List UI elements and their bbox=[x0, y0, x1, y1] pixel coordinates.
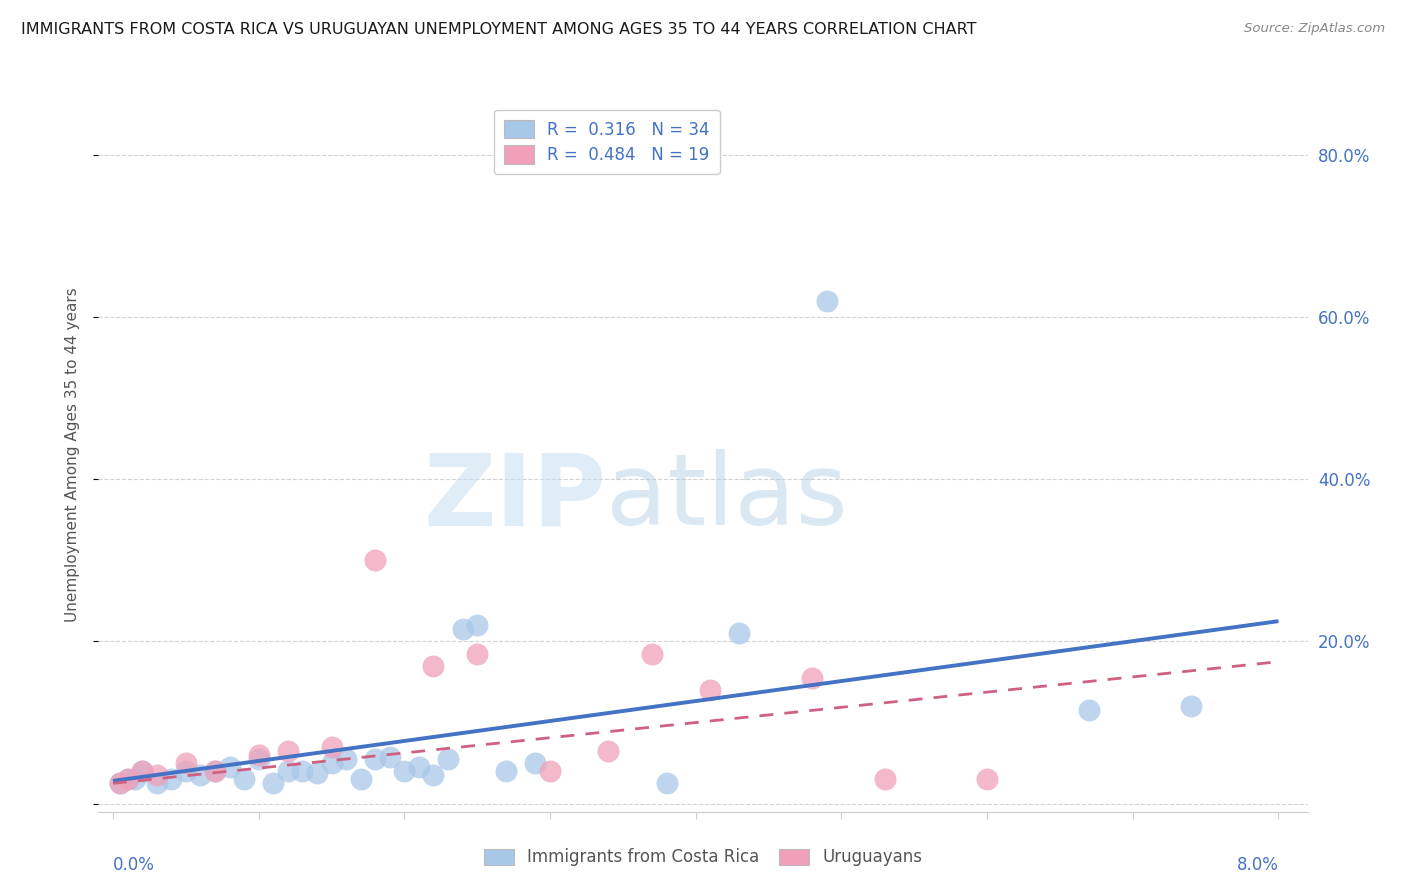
Text: ZIP: ZIP bbox=[423, 450, 606, 546]
Point bbox=[218, 760, 240, 774]
Point bbox=[277, 744, 299, 758]
Point bbox=[190, 768, 212, 782]
Point bbox=[422, 768, 444, 782]
Text: 8.0%: 8.0% bbox=[1236, 856, 1278, 874]
Point bbox=[976, 772, 998, 787]
Point bbox=[364, 752, 387, 766]
Point bbox=[321, 739, 343, 754]
Text: atlas: atlas bbox=[606, 450, 848, 546]
Point bbox=[655, 776, 678, 790]
Point bbox=[247, 752, 270, 766]
Point bbox=[364, 553, 387, 567]
Point bbox=[145, 776, 167, 790]
Point bbox=[204, 764, 226, 779]
Point bbox=[524, 756, 547, 770]
Point bbox=[699, 683, 721, 698]
Point bbox=[538, 764, 561, 779]
Point bbox=[305, 765, 328, 780]
Point bbox=[495, 764, 517, 779]
Point bbox=[422, 658, 444, 673]
Point bbox=[124, 772, 146, 787]
Point bbox=[641, 647, 664, 661]
Point bbox=[815, 293, 838, 308]
Point bbox=[131, 764, 153, 779]
Point bbox=[204, 764, 226, 779]
Point bbox=[160, 772, 183, 787]
Point bbox=[117, 772, 139, 787]
Point bbox=[117, 772, 139, 787]
Point bbox=[394, 764, 416, 779]
Point bbox=[408, 760, 430, 774]
Point bbox=[875, 772, 897, 787]
Point bbox=[350, 772, 373, 787]
Point bbox=[465, 618, 488, 632]
Point bbox=[131, 764, 153, 779]
Point bbox=[1180, 699, 1202, 714]
Text: Source: ZipAtlas.com: Source: ZipAtlas.com bbox=[1244, 22, 1385, 36]
Point bbox=[335, 752, 357, 766]
Point bbox=[598, 744, 620, 758]
Point bbox=[1078, 703, 1101, 717]
Point bbox=[291, 764, 314, 779]
Point bbox=[437, 752, 460, 766]
Point bbox=[262, 776, 284, 790]
Point bbox=[801, 671, 824, 685]
Y-axis label: Unemployment Among Ages 35 to 44 years: Unemployment Among Ages 35 to 44 years bbox=[65, 287, 80, 623]
Point bbox=[728, 626, 751, 640]
Point bbox=[174, 764, 197, 779]
Point bbox=[378, 749, 401, 764]
Point bbox=[321, 756, 343, 770]
Point bbox=[145, 768, 167, 782]
Text: IMMIGRANTS FROM COSTA RICA VS URUGUAYAN UNEMPLOYMENT AMONG AGES 35 TO 44 YEARS C: IMMIGRANTS FROM COSTA RICA VS URUGUAYAN … bbox=[21, 22, 977, 37]
Legend: Immigrants from Costa Rica, Uruguayans: Immigrants from Costa Rica, Uruguayans bbox=[475, 840, 931, 875]
Text: 0.0%: 0.0% bbox=[112, 856, 155, 874]
Point bbox=[451, 622, 474, 636]
Point bbox=[110, 776, 132, 790]
Point bbox=[465, 647, 488, 661]
Point bbox=[277, 764, 299, 779]
Point bbox=[174, 756, 197, 770]
Point bbox=[247, 747, 270, 762]
Point bbox=[110, 776, 132, 790]
Point bbox=[233, 772, 256, 787]
